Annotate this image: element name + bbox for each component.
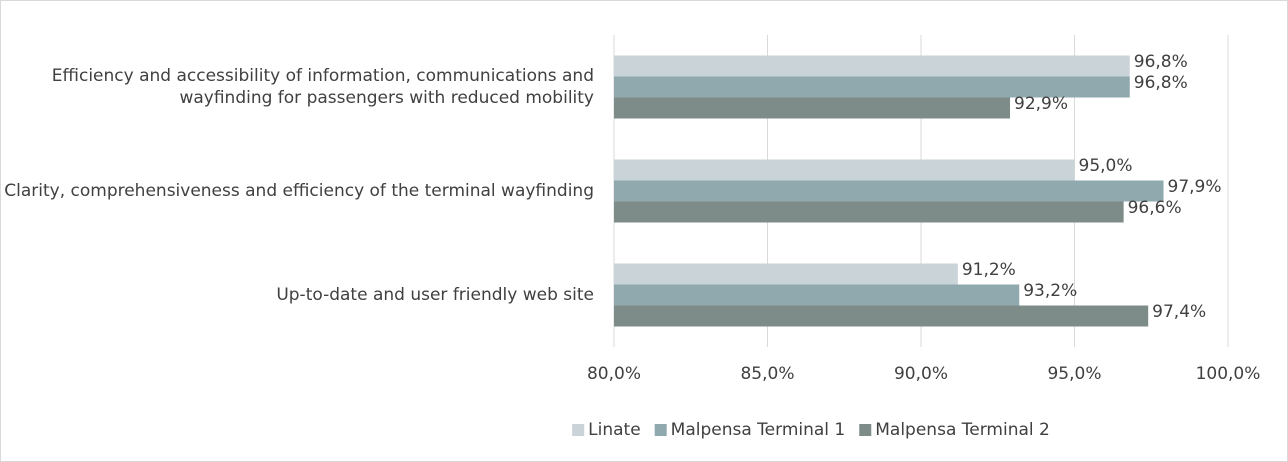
data-label: 95,0%: [1079, 156, 1133, 176]
data-label: 93,2%: [1023, 281, 1077, 301]
legend-swatch: [572, 424, 585, 436]
bar: [614, 284, 1020, 306]
data-label: 92,9%: [1014, 94, 1068, 114]
category-label: Efficiency and accessibility of informat…: [51, 66, 594, 108]
bar: [614, 201, 1124, 223]
legend-label: Malpensa Terminal 2: [875, 420, 1050, 440]
x-tick-label: 100,0%: [1196, 364, 1261, 384]
bar: [614, 180, 1164, 202]
legend-swatch: [859, 424, 872, 436]
data-label: 91,2%: [962, 260, 1016, 280]
x-tick-label: 90,0%: [894, 364, 948, 384]
bar: [614, 76, 1130, 98]
bar: [614, 97, 1011, 119]
data-label: 97,9%: [1168, 177, 1222, 197]
bar: [614, 55, 1130, 77]
legend-label: Linate: [588, 420, 641, 440]
data-label: 96,8%: [1134, 52, 1188, 72]
x-tick-label: 80,0%: [587, 364, 641, 384]
legend-label: Malpensa Terminal 1: [671, 420, 846, 440]
bar: [614, 159, 1075, 181]
x-tick-label: 95,0%: [1047, 364, 1101, 384]
bar: [614, 263, 958, 285]
data-label: 96,6%: [1128, 198, 1182, 218]
data-label: 97,4%: [1152, 302, 1206, 322]
category-label: Clarity, comprehensiveness and efficienc…: [4, 181, 594, 201]
data-label: 96,8%: [1134, 73, 1188, 93]
legend-swatch: [654, 424, 667, 436]
category-label: Up-to-date and user friendly web site: [276, 285, 594, 305]
bar: [614, 305, 1149, 327]
x-tick-label: 85,0%: [740, 364, 794, 384]
